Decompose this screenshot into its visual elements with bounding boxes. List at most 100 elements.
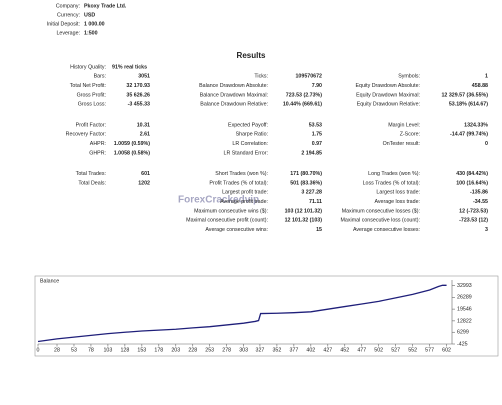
stat-label: Average consecutive wins: bbox=[205, 227, 268, 233]
stat-value: 2.61 bbox=[140, 132, 150, 138]
stat-label: History Quality: bbox=[70, 64, 106, 70]
stat-value: 100 (16.64%) bbox=[456, 180, 488, 186]
stat-value: 3051 bbox=[138, 74, 150, 80]
x-tick-label: 153 bbox=[137, 347, 146, 353]
x-tick-label: 303 bbox=[239, 347, 248, 353]
x-tick-label: 352 bbox=[272, 347, 281, 353]
stat-label: Total Trades: bbox=[76, 171, 106, 177]
x-tick-label: 452 bbox=[340, 347, 349, 353]
stat-label: Total Net Profit: bbox=[70, 83, 106, 89]
stat-value: 12 329.57 (36.55%) bbox=[441, 92, 488, 98]
x-tick-label: 128 bbox=[120, 347, 129, 353]
header-label: Currency: bbox=[57, 12, 80, 18]
x-tick-label: 78 bbox=[88, 347, 94, 353]
stat-value: 53.18% (614.67) bbox=[449, 102, 488, 108]
stat-value: 723.53 (2.73%) bbox=[286, 92, 322, 98]
y-tick-label: 32993 bbox=[457, 283, 472, 289]
stat-label: Equity Drawdown Maximal: bbox=[356, 92, 420, 98]
stat-label: Gross Loss: bbox=[78, 102, 106, 108]
stat-label: Expected Payoff: bbox=[228, 122, 268, 128]
x-tick-label: 278 bbox=[222, 347, 231, 353]
stat-label: Balance Drawdown Absolute: bbox=[199, 83, 268, 89]
stat-value: -135.86 bbox=[470, 190, 488, 196]
stat-label: Maximal consecutive loss (count): bbox=[341, 218, 420, 224]
stat-value: 1.75 bbox=[312, 132, 322, 138]
stat-value: 71.11 bbox=[309, 199, 322, 205]
x-tick-label: 527 bbox=[391, 347, 400, 353]
stat-label: Margin Level: bbox=[388, 122, 420, 128]
stat-value: 12 101.32 (103) bbox=[285, 218, 323, 224]
stat-value: 109570672 bbox=[295, 74, 322, 80]
stat-value: 53.53 bbox=[309, 122, 322, 128]
stat-label: Recovery Factor: bbox=[66, 132, 106, 138]
stat-value: 458.88 bbox=[472, 83, 488, 89]
y-tick-label: 12822 bbox=[457, 318, 472, 324]
x-tick-label: 327 bbox=[256, 347, 265, 353]
x-tick-label: 477 bbox=[357, 347, 366, 353]
x-tick-label: 402 bbox=[306, 347, 315, 353]
stat-label: Maximal consecutive profit (count): bbox=[186, 218, 268, 224]
stat-value: 12 (-723.53) bbox=[459, 208, 488, 214]
x-tick-label: 577 bbox=[425, 347, 434, 353]
header-label: Company: bbox=[56, 3, 80, 9]
stat-value: 103 (12 101.32) bbox=[285, 208, 323, 214]
stat-value: 1324.33% bbox=[464, 122, 488, 128]
stat-label: GHPR: bbox=[89, 150, 106, 156]
x-tick-label: 28 bbox=[54, 347, 60, 353]
stat-value: 0 bbox=[485, 141, 488, 147]
stat-value: 1.0058 (0.58%) bbox=[114, 150, 150, 156]
stat-label: OnTester result: bbox=[383, 141, 420, 147]
stat-label: Average consecutive losses: bbox=[353, 227, 420, 233]
balance-line bbox=[37, 284, 447, 343]
stat-value: 0.97 bbox=[312, 141, 322, 147]
stat-label: Largest loss trade: bbox=[376, 190, 420, 196]
stat-label: Z-Score: bbox=[400, 132, 420, 138]
x-tick-label: 203 bbox=[171, 347, 180, 353]
stat-label: Ticks: bbox=[254, 74, 268, 80]
x-tick-label: 552 bbox=[408, 347, 417, 353]
stat-value: -14.47 (99.74%) bbox=[450, 132, 488, 138]
x-tick-label: 178 bbox=[154, 347, 163, 353]
stat-value: 1202 bbox=[138, 180, 150, 186]
stat-label: Sharpe Ratio: bbox=[236, 132, 268, 138]
stat-label: Equity Drawdown Absolute: bbox=[356, 83, 420, 89]
x-tick-label: 253 bbox=[205, 347, 214, 353]
stat-label: Balance Drawdown Relative: bbox=[200, 102, 268, 108]
x-tick-label: 502 bbox=[374, 347, 383, 353]
header-value: USD bbox=[84, 12, 95, 18]
stat-value: 15 bbox=[316, 227, 322, 233]
stat-label: Average profit trade: bbox=[220, 199, 268, 205]
y-tick-label: 19546 bbox=[457, 307, 472, 313]
stat-value: 171 (80.70%) bbox=[290, 171, 322, 177]
stat-value: 91% real ticks bbox=[112, 64, 147, 70]
stat-label: Symbols: bbox=[398, 74, 420, 80]
chart-title: Balance bbox=[40, 278, 59, 284]
stat-label: Maximum consecutive losses ($): bbox=[342, 208, 420, 214]
header-label: Leverage: bbox=[56, 30, 80, 36]
x-tick-label: 228 bbox=[188, 347, 197, 353]
header-value: Pkoxy Trade Ltd. bbox=[84, 3, 127, 9]
x-tick-label: 427 bbox=[323, 347, 332, 353]
x-tick-label: 103 bbox=[103, 347, 112, 353]
stat-value: -34.55 bbox=[473, 199, 488, 205]
stat-label: LR Standard Error: bbox=[224, 150, 268, 156]
stat-label: Loss Trades (% of total): bbox=[363, 180, 420, 186]
stat-value: 430 (84.42%) bbox=[456, 171, 488, 177]
x-tick-label: 53 bbox=[71, 347, 77, 353]
stat-value: 7.90 bbox=[312, 83, 322, 89]
stat-value: 3 227.28 bbox=[301, 190, 322, 196]
results-title: Results bbox=[237, 51, 266, 60]
stat-label: Long Trades (won %): bbox=[368, 171, 420, 177]
stat-value: 10.31 bbox=[137, 122, 150, 128]
stat-label: Short Trades (won %): bbox=[215, 171, 268, 177]
stat-value: 2 194.85 bbox=[301, 150, 322, 156]
stat-label: Largest profit trade: bbox=[222, 190, 268, 196]
watermark: ForexCrackedvip bbox=[178, 195, 259, 206]
stat-value: 3 bbox=[485, 227, 488, 233]
stat-value: 1.0059 (0.59%) bbox=[114, 141, 150, 147]
chart-frame bbox=[34, 275, 499, 357]
x-tick-label: 0 bbox=[37, 347, 40, 353]
y-tick-label: 26289 bbox=[457, 295, 472, 301]
